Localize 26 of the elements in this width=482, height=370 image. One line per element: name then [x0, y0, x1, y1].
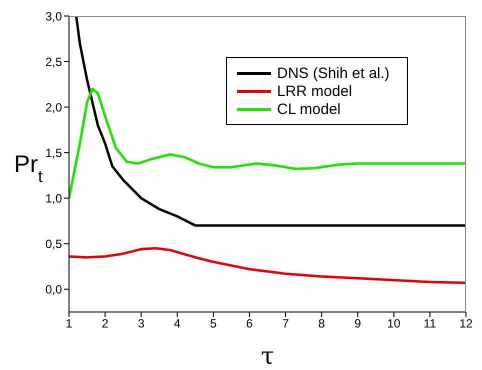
y-tick-label: 0,0 [45, 282, 62, 296]
x-tick-label: 12 [459, 316, 473, 331]
y-tick-label: 2,0 [45, 100, 62, 114]
x-tick-label: 9 [354, 316, 362, 331]
x-axis-title: τ [260, 342, 274, 370]
legend-label: CL model [277, 100, 341, 118]
x-tick-label: 1 [66, 316, 73, 331]
y-tick-label: 1,5 [45, 146, 62, 160]
x-tick-label: 4 [174, 316, 181, 331]
y-axis-title: Pr$_{t}$ [14, 151, 43, 186]
x-tick-label: 5 [210, 316, 218, 331]
y-tick-label: 2,5 [45, 54, 62, 69]
legend-label: LRR model [277, 82, 352, 100]
y-tick-label: 0,5 [45, 236, 62, 251]
x-tick-label: 7 [282, 316, 290, 331]
y-tick-label: 3,0 [45, 9, 62, 24]
line-series [69, 246, 466, 284]
x-tick-label: 8 [318, 316, 326, 331]
x-tick-label: 2 [102, 316, 109, 331]
line-series [74, 16, 466, 227]
x-tick-label: 10 [387, 316, 401, 331]
x-tick-label: 11 [424, 316, 436, 331]
x-tick-label: 6 [246, 316, 254, 331]
legend-label: DNS (Shih et al.) [277, 64, 390, 82]
y-tick-label: 1,0 [45, 191, 62, 206]
x-tick-label: 3 [138, 316, 145, 331]
